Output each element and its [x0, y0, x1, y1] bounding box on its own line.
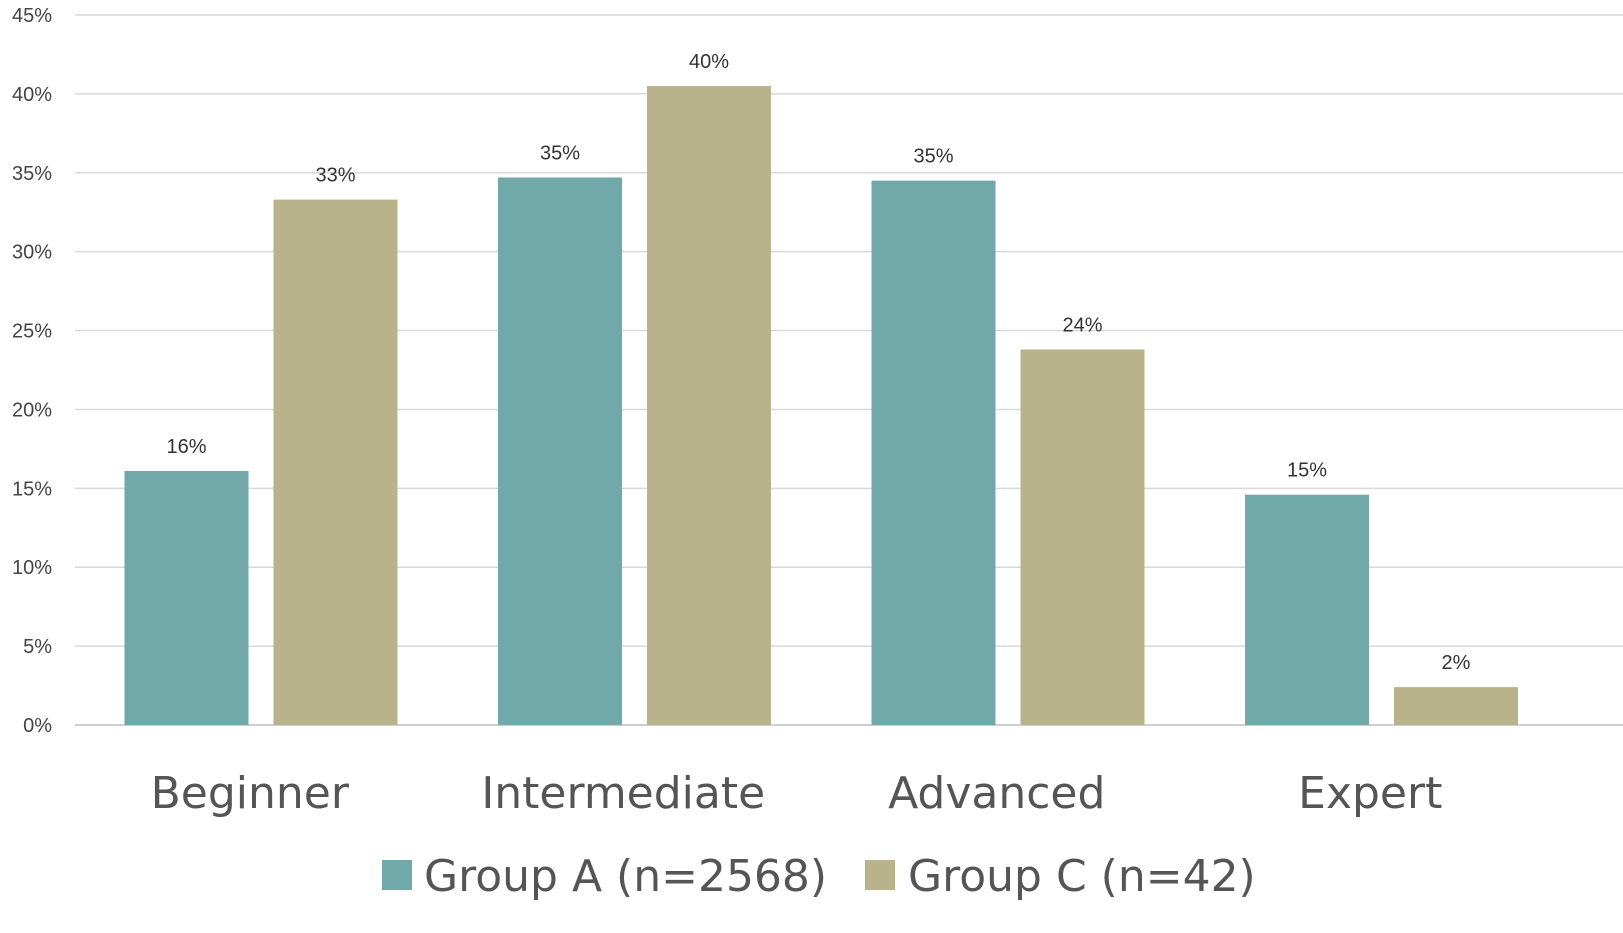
- legend-label-series-2: Group C (n=42): [908, 851, 1256, 902]
- bars: [124, 86, 1518, 726]
- bar-beginner-series-1: [124, 470, 249, 725]
- legend-swatch-series-2: [865, 860, 895, 890]
- y-tick-label: 0%: [23, 715, 52, 737]
- data-labels: 16% 33% 35% 40% 35% 24% 15% 2%: [166, 51, 1470, 674]
- bar-advanced-series-2: [1020, 349, 1145, 725]
- y-tick-label: 10%: [12, 557, 52, 579]
- legend: Group A (n=2568) Group C (n=42): [382, 851, 1256, 902]
- bar-advanced-series-1: [871, 180, 996, 725]
- y-tick-label: 20%: [12, 399, 52, 421]
- bar-intermediate-series-1: [498, 177, 622, 725]
- y-tick-label: 25%: [12, 321, 52, 343]
- y-tick-label: 5%: [23, 636, 52, 658]
- y-axis: 0% 5% 10% 15% 20% 25% 30% 35% 40% 45%: [12, 5, 52, 737]
- bar-intermediate-series-2: [647, 86, 771, 725]
- y-tick-label: 40%: [12, 84, 52, 106]
- x-tick-label-beginner: Beginner: [151, 768, 350, 819]
- x-tick-label-intermediate: Intermediate: [481, 768, 765, 819]
- data-label: 15%: [1287, 460, 1327, 482]
- y-tick-label: 45%: [12, 5, 52, 27]
- y-tick-label: 15%: [12, 478, 52, 500]
- data-label: 16%: [166, 436, 206, 458]
- x-axis: Beginner Intermediate Advanced Expert: [151, 768, 1443, 819]
- data-label: 2%: [1442, 652, 1471, 674]
- y-tick-label: 35%: [12, 163, 52, 185]
- bar-beginner-series-2: [273, 199, 398, 726]
- data-label: 35%: [913, 146, 953, 168]
- bar-expert-series-1: [1245, 494, 1369, 725]
- bar-expert-series-2: [1394, 687, 1518, 725]
- data-label: 33%: [315, 165, 355, 187]
- data-label: 40%: [689, 51, 729, 73]
- data-label: 35%: [540, 143, 580, 165]
- data-label: 24%: [1062, 314, 1102, 336]
- x-tick-label-advanced: Advanced: [888, 768, 1105, 819]
- legend-label-series-1: Group A (n=2568): [424, 851, 827, 902]
- x-tick-label-expert: Expert: [1298, 768, 1442, 819]
- legend-swatch-series-1: [382, 860, 412, 890]
- y-tick-label: 30%: [12, 242, 52, 264]
